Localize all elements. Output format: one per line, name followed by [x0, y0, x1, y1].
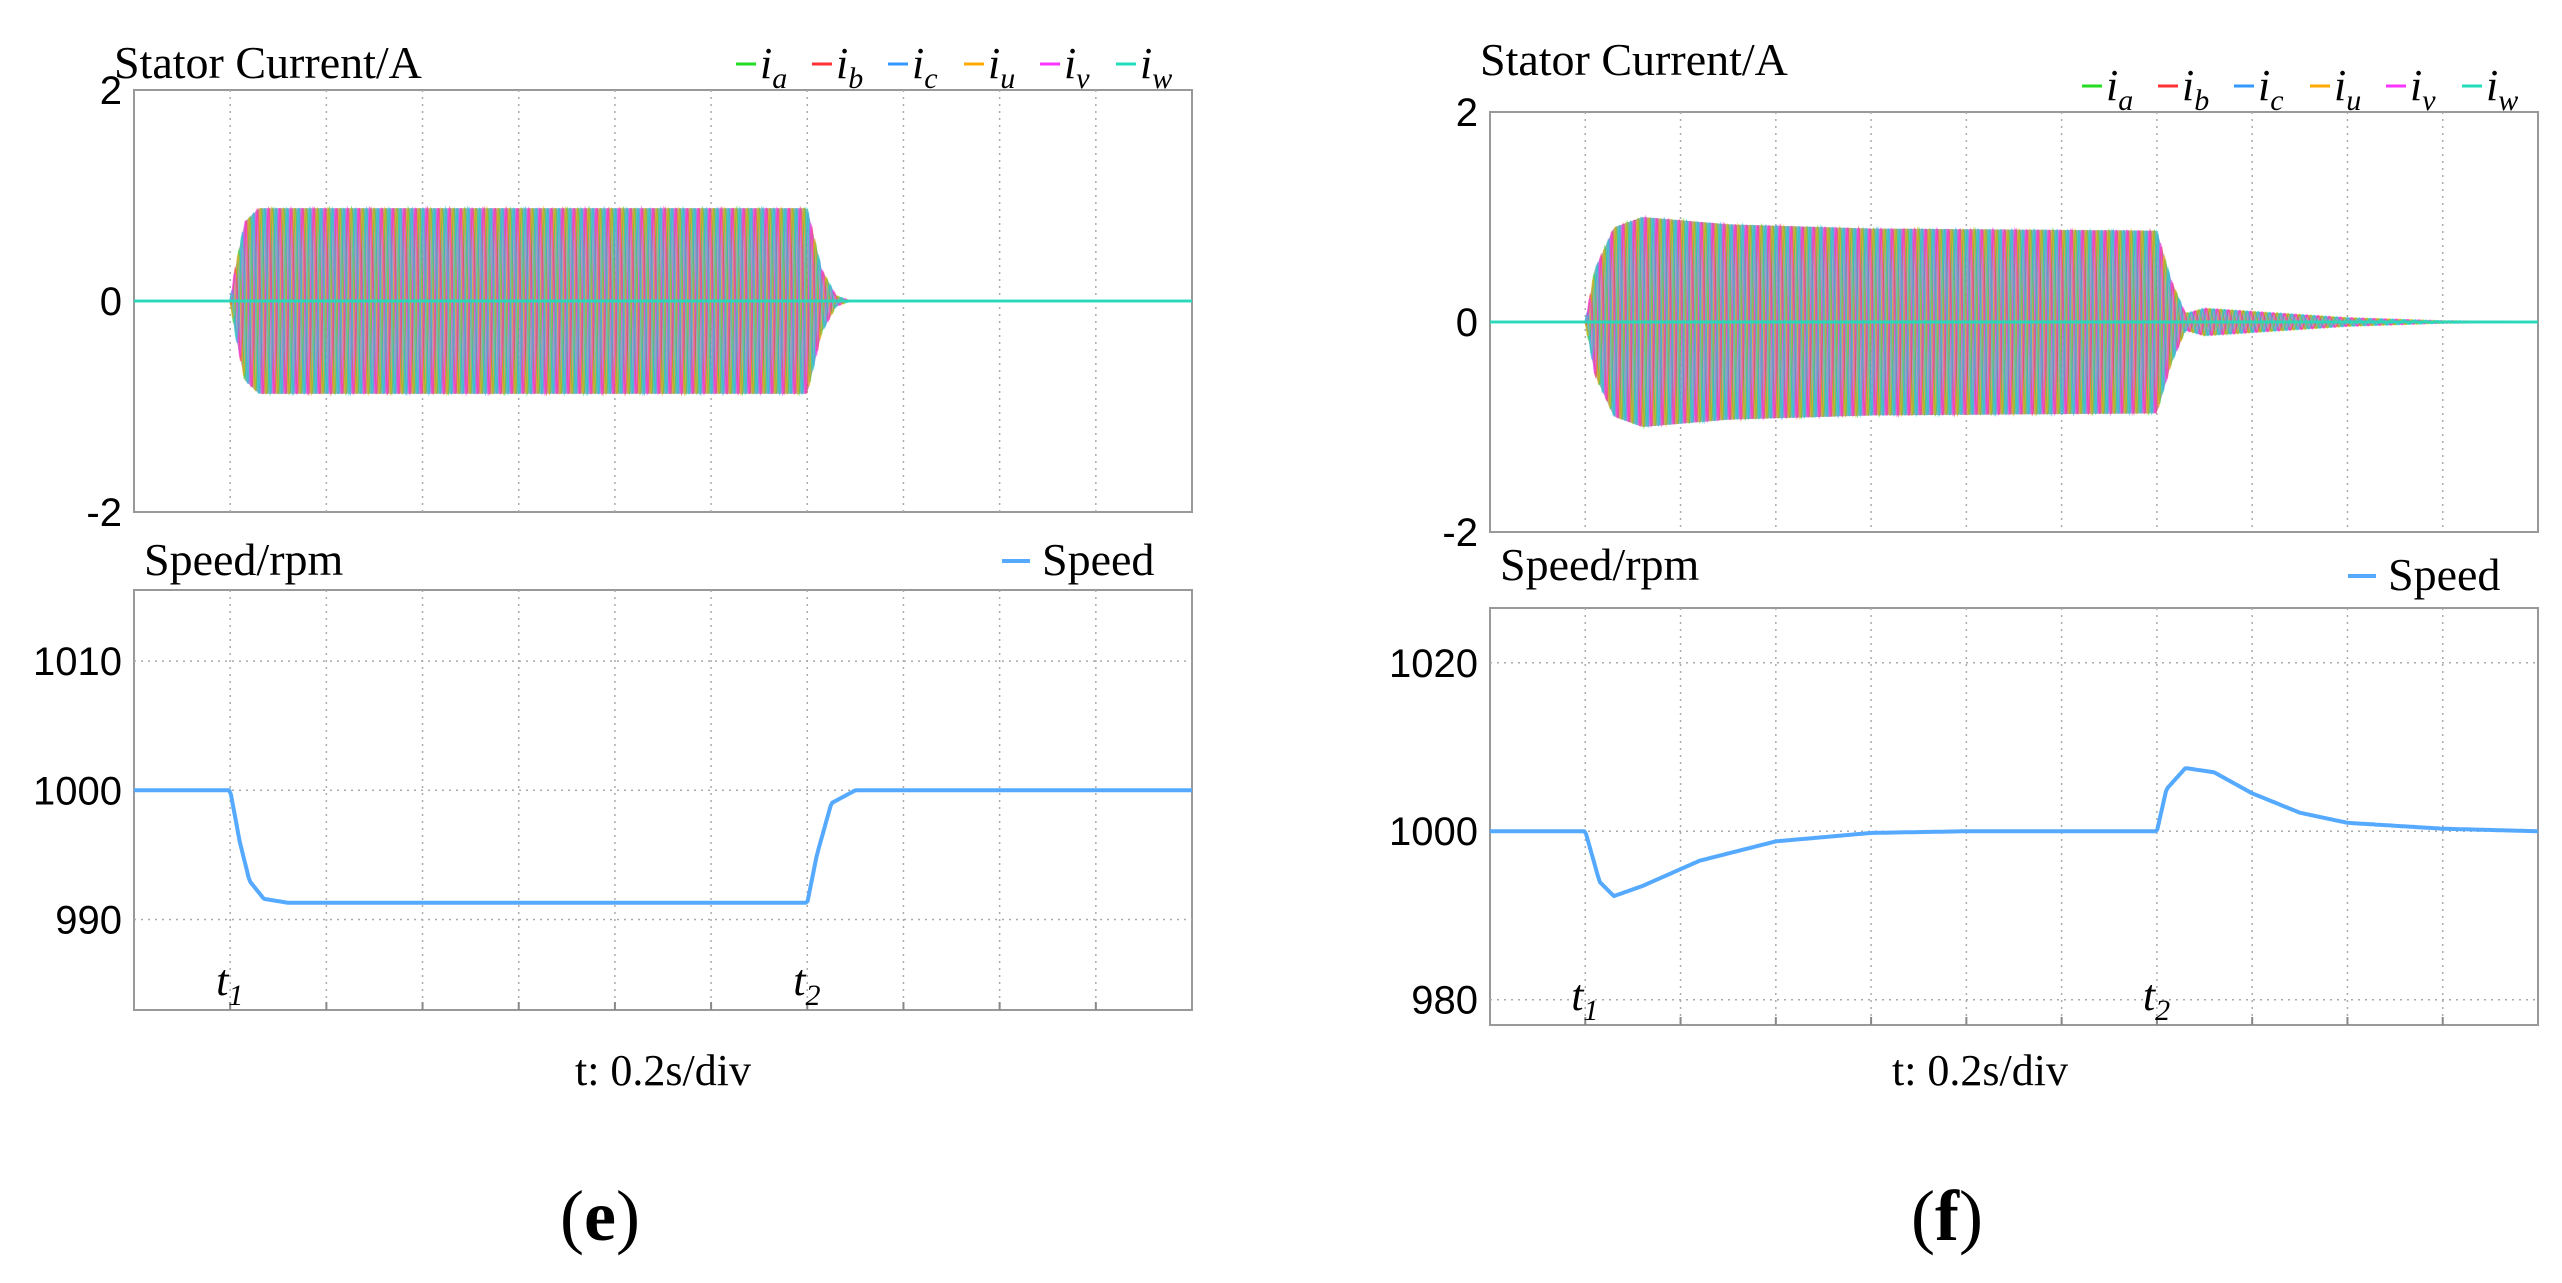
speed-title: Speed/rpm [1500, 539, 1700, 590]
speed-plot-f: 1020 1000 980 Speed/rpm Speed t1 t2 [1389, 539, 2539, 1027]
event-label-t2: t2 [793, 956, 820, 1012]
speed-frame [1489, 607, 2539, 1026]
current-plot-f: 2 0 -2 Stator Current/A ia ib ic iu iv iw [1442, 34, 2539, 555]
legend-label-speed: Speed [2388, 549, 2500, 600]
legend-label-iw: iw [2486, 61, 2518, 117]
current-ytick-label: 2 [1456, 91, 1478, 135]
current-ytick-label: -2 [1442, 511, 1478, 555]
speed-ytick-label: 1000 [1389, 810, 1478, 854]
speed-frame [133, 589, 1193, 1011]
time-axis-label: t: 0.2s/div [575, 1046, 751, 1095]
current-legend: ia ib ic iu iv iw [736, 39, 1172, 95]
speed-legend: Speed [2348, 549, 2500, 600]
current-legend: ia ib ic iu iv iw [2082, 61, 2518, 117]
event-label-t1: t1 [216, 956, 243, 1012]
legend-label-ib: ib [2182, 61, 2209, 117]
legend-label-ic: ic [2258, 61, 2284, 117]
event-label-t2: t2 [2143, 971, 2170, 1027]
current-ytick-label: -2 [86, 491, 122, 535]
legend-label-ia: ia [760, 39, 787, 95]
legend-label-ia: ia [2106, 61, 2133, 117]
panel-label-e: (e) [560, 1176, 640, 1256]
panel-f: 2 0 -2 Stator Current/A ia ib ic iu iv iw 1020 1000… [1389, 34, 2539, 1095]
speed-ytick-label: 990 [55, 899, 122, 943]
event-label-t1: t1 [1571, 971, 1598, 1027]
legend-label-iu: iu [988, 39, 1015, 95]
current-title: Stator Current/A [114, 37, 422, 88]
current-ytick-label: 0 [1456, 301, 1478, 345]
speed-ytick-label: 1020 [1389, 642, 1478, 686]
speed-ytick-label: 1000 [33, 769, 122, 813]
legend-label-iu: iu [2334, 61, 2361, 117]
series-speed-e [133, 788, 1193, 905]
legend-label-iv: iv [2410, 61, 2436, 117]
legend-label-iv: iv [1064, 39, 1090, 95]
speed-plot-e: 1010 1000 990 Speed/rpm Speed t1 t2 [33, 534, 1193, 1012]
speed-ytick-label: 980 [1411, 979, 1478, 1023]
legend-label-iw: iw [1140, 39, 1172, 95]
current-plot-e: 2 0 -2 Stator Current/A ia ib ic iu iv iw [86, 37, 1193, 535]
time-axis-label: t: 0.2s/div [1892, 1046, 2068, 1095]
speed-legend: Speed [1002, 534, 1154, 585]
series-speed-f [1489, 766, 2539, 899]
legend-label-ib: ib [836, 39, 863, 95]
panel-label-f: (f) [1911, 1176, 1983, 1256]
speed-title: Speed/rpm [144, 534, 344, 585]
speed-ytick-label: 1010 [33, 640, 122, 684]
legend-label-speed: Speed [1042, 534, 1154, 585]
current-ytick-label: 0 [100, 280, 122, 324]
legend-label-ic: ic [912, 39, 938, 95]
current-ytick-label: 2 [100, 69, 122, 113]
panel-e: 2 0 -2 Stator Current/A ia ib ic iu iv iw 1010 1000… [33, 37, 1193, 1095]
current-title: Stator Current/A [1480, 34, 1788, 85]
